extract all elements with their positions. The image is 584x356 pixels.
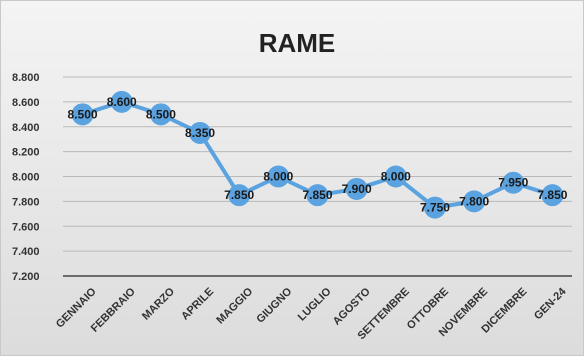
y-tick-label: 7.200 (12, 271, 40, 283)
data-point (423, 196, 446, 219)
x-tick-label: APRILE (179, 286, 216, 323)
data-points (71, 90, 564, 219)
data-point (345, 177, 368, 200)
data-point (502, 171, 525, 194)
data-point (149, 103, 172, 126)
x-tick-label: GIUGNO (254, 285, 294, 325)
y-tick-label: 7.400 (12, 246, 40, 258)
y-tick-label: 8.800 (12, 72, 40, 84)
data-label: 7.800 (459, 194, 489, 208)
data-label: 8.500 (68, 107, 98, 121)
y-tick-label: 7.800 (12, 196, 40, 208)
data-point (228, 184, 251, 207)
data-point (110, 90, 133, 113)
data-label: 7.900 (342, 182, 372, 196)
data-label: 7.750 (420, 201, 450, 215)
data-label: 7.950 (498, 176, 528, 190)
chart-title: RAME (259, 28, 336, 58)
y-tick-label: 8.600 (12, 97, 40, 109)
data-point (384, 165, 407, 188)
y-tick-label: 8.200 (12, 147, 40, 159)
data-point (463, 190, 486, 213)
data-label: 8.350 (185, 126, 215, 140)
y-tick-label: 8.000 (12, 172, 40, 184)
y-axis-ticks: 7.200 7.400 7.600 7.800 8.000 8.200 8.400 8.600… (12, 72, 40, 283)
x-tick-label: GEN-24 (532, 285, 569, 322)
data-point (267, 165, 290, 188)
data-label: 8.000 (263, 170, 293, 184)
data-labels: 8.500 8.600 8.500 8.350 7.850 8.000 7.850 7.900… (68, 95, 568, 215)
gridlines (63, 76, 572, 277)
data-label: 7.850 (302, 188, 332, 202)
x-tick-label: MARZO (140, 285, 177, 322)
y-tick-label: 8.400 (12, 122, 40, 134)
data-label: 7.850 (224, 188, 254, 202)
x-tick-label: MAGGIO (214, 285, 255, 326)
data-label: 7.850 (537, 188, 567, 202)
data-label: 8.000 (381, 170, 411, 184)
data-label: 8.500 (146, 107, 176, 121)
data-point (306, 184, 329, 207)
data-point (71, 103, 94, 126)
data-point (541, 184, 564, 207)
data-label: 8.600 (107, 95, 137, 109)
y-tick-label: 7.600 (12, 221, 40, 233)
data-point (189, 121, 212, 144)
x-tick-label: LUGLIO (296, 285, 334, 323)
